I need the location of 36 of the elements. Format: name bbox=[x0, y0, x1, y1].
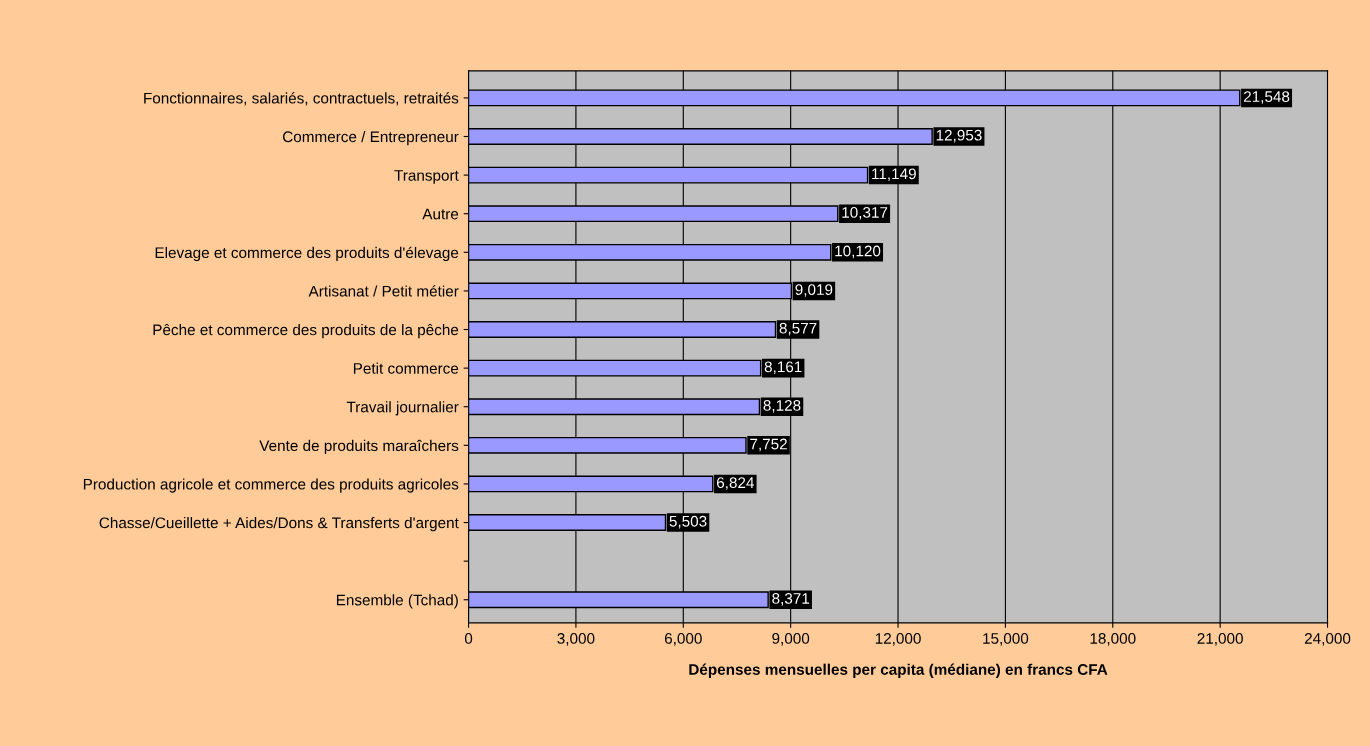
y-tick-label: Autre bbox=[422, 208, 459, 220]
y-tick-label: Vente de produits maraîchers bbox=[259, 439, 459, 455]
data-label: 12,953 bbox=[936, 129, 982, 143]
y-tick-label: Transport bbox=[394, 170, 459, 184]
y-tick-label: Pêche et commerce des produits de la pêche bbox=[153, 323, 459, 339]
x-tick-label: 21,000 bbox=[1197, 633, 1243, 646]
x-tick-label: 12,000 bbox=[875, 633, 921, 646]
data-label: 8,161 bbox=[764, 361, 802, 375]
y-tick-label: Fonctionnaires, salariés, contractuels, retraités bbox=[144, 92, 459, 106]
y-tick-label: Travail journalier bbox=[346, 401, 459, 416]
data-label: 10,120 bbox=[835, 245, 881, 259]
x-axis-title: Dépenses mensuelles per capita (médiane) en francs CFA bbox=[689, 663, 1108, 678]
y-tick-label: Production agricole et commerce des produits agricoles bbox=[83, 478, 459, 493]
data-label: 5,503 bbox=[669, 515, 707, 529]
x-tick-label: 0 bbox=[464, 633, 473, 644]
x-tick-label: 6,000 bbox=[664, 633, 702, 646]
data-label: 21,548 bbox=[1243, 91, 1290, 104]
data-label: 6,824 bbox=[716, 477, 754, 490]
x-tick-label: 18,000 bbox=[1090, 633, 1136, 646]
data-label: 8,371 bbox=[772, 593, 810, 606]
y-tick-label: Ensemble (Tchad) bbox=[336, 594, 458, 609]
y-tick-label: Commerce / Entrepreneur bbox=[282, 130, 459, 146]
data-label: 10,317 bbox=[842, 206, 888, 220]
data-label: 9,019 bbox=[795, 284, 833, 297]
x-tick-label: 15,000 bbox=[983, 633, 1029, 646]
data-label: 7,752 bbox=[750, 438, 787, 452]
x-tick-label: 24,000 bbox=[1304, 633, 1351, 646]
x-tick-label: 9,000 bbox=[772, 633, 810, 646]
y-tick-label: Chasse/Cueillette + Aides/Dons & Transferts d'argent bbox=[99, 517, 459, 532]
x-tick-label: 3,000 bbox=[557, 633, 595, 646]
y-tick-label: Elevage et commerce des produits d'élevage bbox=[155, 246, 459, 262]
data-label: 8,128 bbox=[763, 400, 801, 413]
y-tick-label: Artisanat / Petit métier bbox=[308, 285, 459, 297]
data-label: 8,577 bbox=[779, 322, 817, 336]
y-tick-label: Petit commerce bbox=[353, 362, 459, 374]
data-label: 11,149 bbox=[872, 168, 916, 182]
